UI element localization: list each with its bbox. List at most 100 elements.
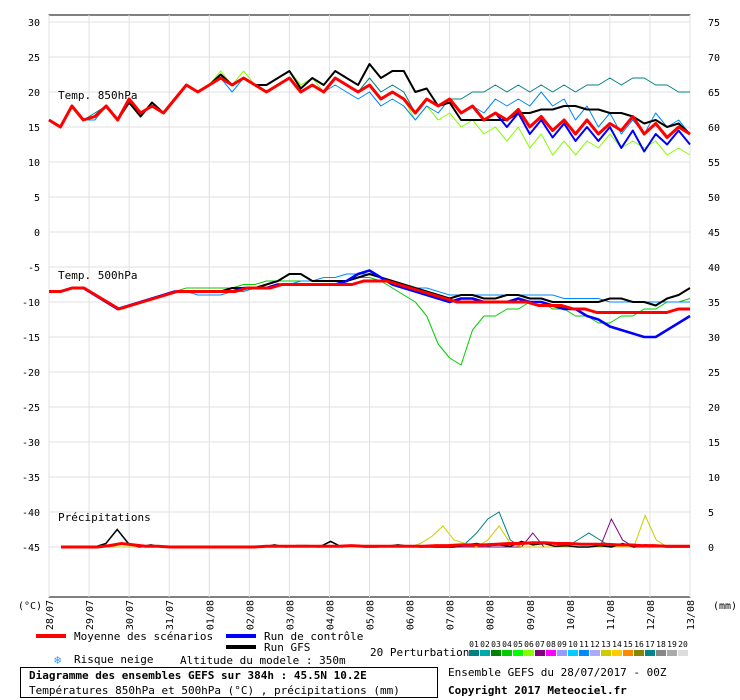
left-tick-label: 5 bbox=[34, 193, 40, 204]
left-axis: 30 25 20 15 10 5 0 -5 -10 -15 -20 -25 -30 -35 -40 -45 bbox=[22, 18, 40, 554]
right-tick-label: 75 bbox=[708, 18, 720, 29]
right-tick-label: 45 bbox=[708, 228, 720, 239]
left-tick-label: 30 bbox=[28, 18, 40, 29]
right-tick-label: 25 bbox=[708, 368, 720, 379]
label-t500: Temp. 500hPa bbox=[58, 269, 137, 282]
left-tick-label: -35 bbox=[22, 473, 40, 484]
perturbation-number: 01 bbox=[469, 640, 479, 649]
snowflake-icon: ❄ bbox=[54, 653, 61, 667]
perturbation-swatch bbox=[480, 650, 490, 656]
left-tick-label: -25 bbox=[22, 403, 40, 414]
perturbation-swatch bbox=[645, 650, 655, 656]
date-tick-label: 03/08 bbox=[285, 600, 296, 630]
footer-title: Diagramme des ensembles GEFS sur 384h : … bbox=[29, 669, 367, 682]
left-tick-label: 0 bbox=[34, 228, 40, 239]
date-tick-label: 04/08 bbox=[325, 600, 336, 630]
left-tick-label: 10 bbox=[28, 158, 40, 169]
right-tick-label: 20 bbox=[708, 403, 720, 414]
left-tick-label: -15 bbox=[22, 333, 40, 344]
perturbation-swatch bbox=[590, 650, 600, 656]
date-tick-label: 07/08 bbox=[446, 600, 457, 630]
perturbation-swatch bbox=[568, 650, 578, 656]
perturbation-number: 08 bbox=[546, 640, 556, 649]
left-tick-label: -30 bbox=[22, 438, 40, 449]
perturbation-number: 14 bbox=[612, 640, 622, 649]
perturbation-number: 11 bbox=[579, 640, 589, 649]
left-axis-unit: (°C) bbox=[18, 601, 42, 612]
perturbation-swatch bbox=[601, 650, 611, 656]
right-tick-label: 0 bbox=[708, 543, 714, 554]
perturbation-swatch bbox=[634, 650, 644, 656]
main-series bbox=[48, 63, 691, 549]
left-tick-label: -40 bbox=[22, 508, 40, 519]
footer-subtitle: Températures 850hPa et 500hPa (°C) , pré… bbox=[29, 684, 400, 697]
right-tick-label: 50 bbox=[708, 193, 720, 204]
right-tick-label: 70 bbox=[708, 53, 720, 64]
perturbation-swatch bbox=[502, 650, 512, 656]
right-tick-label: 15 bbox=[708, 438, 720, 449]
date-tick-label: 28/07 bbox=[45, 600, 56, 630]
date-tick-label: 12/08 bbox=[646, 600, 657, 630]
perturbation-swatch bbox=[524, 650, 534, 656]
left-tick-label: 25 bbox=[28, 53, 40, 64]
left-tick-label: 15 bbox=[28, 123, 40, 134]
left-tick-label: -45 bbox=[22, 543, 40, 554]
date-tick-label: 10/08 bbox=[566, 600, 577, 630]
perturbation-swatch bbox=[491, 650, 501, 656]
t500-mean-line bbox=[49, 279, 690, 314]
t850-mean-line bbox=[48, 76, 691, 139]
date-tick-label: 09/08 bbox=[526, 600, 537, 630]
perturbation-number: 04 bbox=[502, 640, 512, 649]
right-tick-label: 10 bbox=[708, 473, 720, 484]
perturbation-swatch bbox=[469, 650, 479, 656]
perturbation-number: 16 bbox=[634, 640, 644, 649]
date-tick-label: 02/08 bbox=[245, 600, 256, 630]
right-tick-label: 40 bbox=[708, 263, 720, 274]
perturbation-number: 18 bbox=[656, 640, 666, 649]
right-tick-label: 30 bbox=[708, 333, 720, 344]
date-tick-label: 08/08 bbox=[486, 600, 497, 630]
legend-snow-label: Risque neige bbox=[74, 653, 153, 666]
right-tick-label: 65 bbox=[708, 88, 720, 99]
legend-control-label: Run de contrôle bbox=[264, 630, 363, 643]
grid bbox=[48, 15, 691, 597]
right-tick-label: 60 bbox=[708, 123, 720, 134]
date-axis: 28/07 29/07 30/07 31/07 01/08 02/08 03/08 04/08… bbox=[45, 600, 697, 630]
legend-gfs-label: Run GFS bbox=[264, 641, 310, 654]
perturbation-legend: 01 02 03 04 05 06 07 08 09 10 11 12 13 14 15 16 17 18 19 20 bbox=[469, 640, 688, 656]
legend-perturbations-label: 20 Perturbations bbox=[370, 646, 476, 659]
t850-gfs-line bbox=[48, 63, 691, 135]
perturbation-number: 05 bbox=[513, 640, 523, 649]
left-tick-label: 20 bbox=[28, 88, 40, 99]
perturbation-number: 02 bbox=[480, 640, 490, 649]
perturbation-swatch bbox=[513, 650, 523, 656]
perturbation-swatch bbox=[557, 650, 567, 656]
left-tick-label: -20 bbox=[22, 368, 40, 379]
perturbation-number: 09 bbox=[557, 640, 567, 649]
right-tick-label: 35 bbox=[708, 298, 720, 309]
right-tick-label: 55 bbox=[708, 158, 720, 169]
perturbation-number: 10 bbox=[568, 640, 578, 649]
date-tick-label: 05/08 bbox=[366, 600, 377, 630]
perturbation-number: 17 bbox=[645, 640, 655, 649]
right-axis-unit: (mm) bbox=[713, 601, 737, 612]
right-tick-label: 5 bbox=[708, 508, 714, 519]
legend-mean-label: Moyenne des scénarios bbox=[74, 630, 213, 643]
perturbation-swatch bbox=[612, 650, 622, 656]
legend-altitude: Altitude du modele : 350m bbox=[180, 654, 346, 667]
date-tick-label: 11/08 bbox=[606, 600, 617, 630]
precip-mean-line bbox=[61, 541, 690, 549]
date-tick-label: 06/08 bbox=[406, 600, 417, 630]
footer-title-box: Diagramme des ensembles GEFS sur 384h : … bbox=[20, 667, 438, 698]
perturbation-number: 06 bbox=[524, 640, 534, 649]
left-tick-label: -5 bbox=[28, 263, 40, 274]
perturbation-number: 13 bbox=[601, 640, 611, 649]
date-tick-label: 29/07 bbox=[85, 600, 96, 630]
perturbation-number: 03 bbox=[491, 640, 501, 649]
perturbation-number: 12 bbox=[590, 640, 600, 649]
label-precip: Précipitations bbox=[58, 511, 151, 524]
perturbation-number: 19 bbox=[667, 640, 677, 649]
copyright: Copyright 2017 Meteociel.fr bbox=[448, 684, 627, 697]
